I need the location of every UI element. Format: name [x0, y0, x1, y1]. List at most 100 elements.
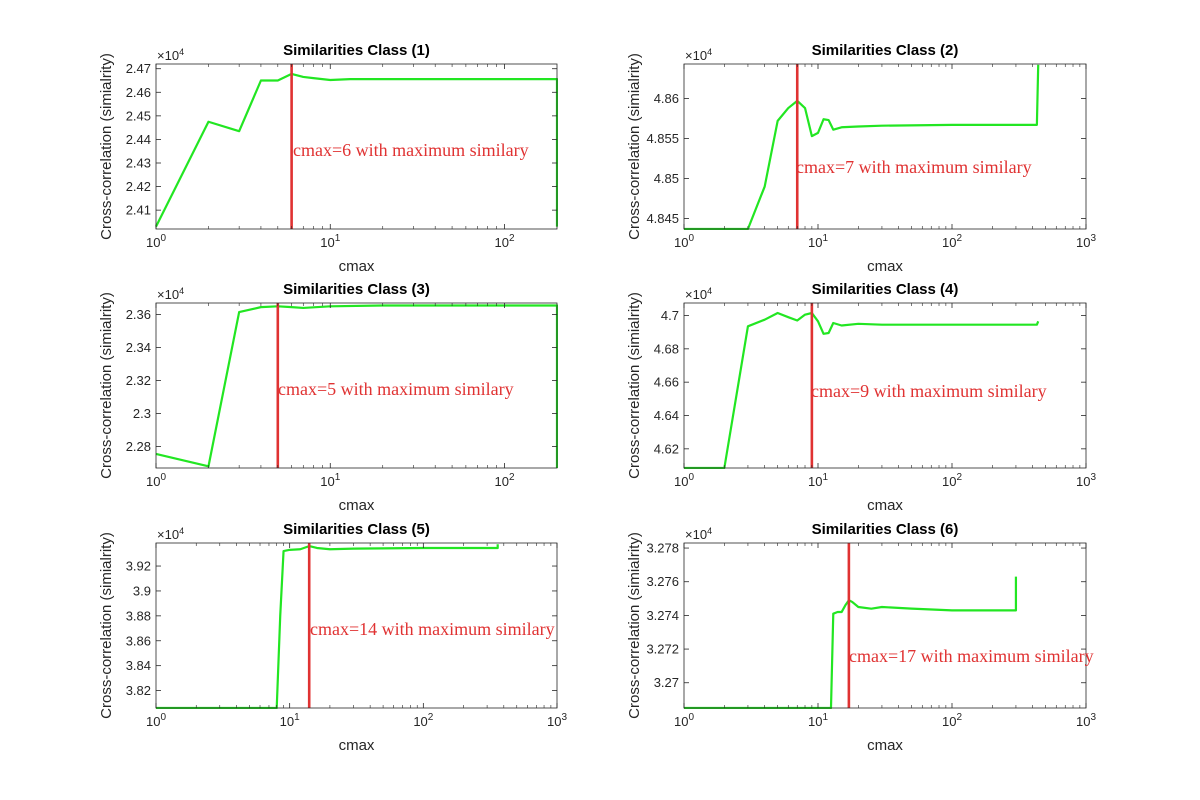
chart-panel-4: 100 101 102 103 4.62 4.64 4.66 4.68 4.7 ×104 Simil… [626, 281, 1096, 514]
chart-title: Similarities Class (3) [283, 281, 430, 298]
axes-box [683, 542, 1087, 709]
x-tick-label: 102 [942, 712, 962, 729]
axes-box [155, 63, 558, 230]
y-tick-label: 4.64 [654, 408, 679, 423]
y-tick-label: 3.88 [126, 608, 151, 623]
y-exponent-label: ×104 [685, 286, 712, 302]
plot-area [156, 543, 557, 708]
y-tick-label: 4.86 [654, 91, 679, 106]
x-tick-label: 102 [495, 233, 515, 250]
plot-area [684, 64, 1086, 229]
y-axis-title: Cross-correlation (simialrity) [626, 532, 643, 719]
x-axis-title: cmax [339, 497, 375, 514]
y-exponent-label: ×104 [685, 47, 712, 63]
y-axis-title: Cross-correlation (simialrity) [626, 53, 643, 240]
chart-panel-5: 100 101 102 103 3.82 3.84 3.86 3.88 3.9 3.92 ×104 S… [98, 521, 567, 754]
x-tick-label: 100 [146, 712, 166, 729]
y-tick-label: 2.46 [126, 85, 151, 100]
y-tick-label: 2.28 [126, 439, 151, 454]
similarity-series-line [156, 544, 499, 709]
y-tick-label: 2.32 [126, 373, 151, 388]
x-tick-label: 101 [280, 712, 300, 729]
x-tick-label: 102 [413, 712, 433, 729]
max-similarity-annotation: cmax=14 with maximum similary [310, 619, 555, 639]
axes-box [155, 542, 558, 709]
y-tick-label: 4.66 [654, 375, 679, 390]
y-tick-label: 4.7 [661, 308, 679, 323]
y-exponent-label: ×104 [157, 47, 184, 63]
chart-title: Similarities Class (5) [283, 521, 430, 538]
y-tick-label: 3.278 [646, 541, 679, 556]
similarity-series-line [684, 64, 1040, 230]
chart-panel-3: 100 101 102 2.28 2.3 2.32 2.34 2.36 ×104 Similari… [98, 281, 558, 514]
chart-panel-6: 100 101 102 103 3.27 3.272 3.274 3.276 3.278 ×104… [626, 521, 1096, 754]
y-tick-label: 3.9 [133, 583, 151, 598]
chart-title: Similarities Class (1) [283, 42, 430, 59]
y-tick-label: 4.85 [654, 171, 679, 186]
x-tick-label: 101 [808, 472, 828, 489]
x-axis-title: cmax [867, 258, 903, 275]
x-tick-label: 101 [808, 712, 828, 729]
y-tick-label: 2.42 [126, 179, 151, 194]
chart-panel-1: 100 101 102 2.41 2.42 2.43 2.44 2.45 2.46 2.47 ×10… [98, 42, 558, 275]
x-tick-label: 100 [674, 472, 694, 489]
x-axis-title: cmax [339, 737, 375, 754]
max-similarity-annotation: cmax=5 with maximum similary [278, 379, 514, 399]
axes-box [683, 63, 1087, 230]
x-tick-label: 102 [942, 233, 962, 250]
x-tick-label: 101 [320, 472, 340, 489]
y-tick-label: 2.43 [126, 156, 151, 171]
y-tick-label: 2.47 [126, 61, 151, 76]
y-tick-label: 3.274 [646, 608, 679, 623]
max-similarity-annotation: cmax=17 with maximum similary [849, 646, 1094, 666]
y-tick-label: 3.92 [126, 559, 151, 574]
y-axis-title: Cross-correlation (simialrity) [98, 532, 115, 719]
plot-area [156, 64, 557, 229]
x-tick-label: 102 [495, 472, 515, 489]
x-tick-label: 100 [674, 712, 694, 729]
plot-area [156, 303, 557, 468]
x-axis-title: cmax [867, 737, 903, 754]
y-axis-title: Cross-correlation (simialrity) [626, 292, 643, 479]
x-axis-title: cmax [867, 497, 903, 514]
x-tick-label: 100 [674, 233, 694, 250]
x-tick-label: 101 [320, 233, 340, 250]
y-tick-label: 3.272 [646, 642, 679, 657]
chart-panel-2: 100 101 102 103 4.845 4.85 4.855 4.86 ×104 Simila… [626, 42, 1096, 275]
y-tick-label: 3.84 [126, 658, 151, 673]
y-axis-title: Cross-correlation (simialrity) [98, 292, 115, 479]
x-tick-label: 100 [146, 472, 166, 489]
y-tick-label: 4.855 [646, 131, 679, 146]
chart-title: Similarities Class (6) [812, 521, 959, 538]
x-axis-title: cmax [339, 258, 375, 275]
chart-title: Similarities Class (4) [812, 281, 959, 298]
x-tick-label: 102 [942, 472, 962, 489]
x-tick-label: 101 [808, 233, 828, 250]
y-tick-label: 2.41 [126, 203, 151, 218]
y-tick-label: 3.27 [654, 675, 679, 690]
y-tick-label: 4.62 [654, 441, 679, 456]
plot-area [684, 543, 1086, 708]
y-tick-label: 2.44 [126, 132, 151, 147]
max-similarity-annotation: cmax=9 with maximum similary [811, 381, 1047, 401]
x-tick-label: 103 [1076, 472, 1096, 489]
y-tick-label: 4.68 [654, 341, 679, 356]
max-similarity-annotation: cmax=7 with maximum similary [796, 157, 1032, 177]
y-tick-label: 3.276 [646, 574, 679, 589]
x-tick-label: 100 [146, 233, 166, 250]
y-exponent-label: ×104 [157, 286, 184, 302]
similarity-series-line [684, 311, 1040, 469]
y-exponent-label: ×104 [157, 526, 184, 542]
chart-title: Similarities Class (2) [812, 42, 959, 59]
y-tick-label: 2.36 [126, 307, 151, 322]
x-tick-label: 103 [1076, 712, 1096, 729]
axes-box [155, 302, 558, 469]
y-tick-label: 2.3 [133, 406, 151, 421]
y-tick-label: 2.34 [126, 340, 151, 355]
x-tick-label: 103 [547, 712, 567, 729]
max-similarity-annotation: cmax=6 with maximum similary [293, 140, 529, 160]
y-axis-title: Cross-correlation (simialrity) [98, 53, 115, 240]
y-exponent-label: ×104 [685, 526, 712, 542]
y-tick-label: 3.82 [126, 683, 151, 698]
